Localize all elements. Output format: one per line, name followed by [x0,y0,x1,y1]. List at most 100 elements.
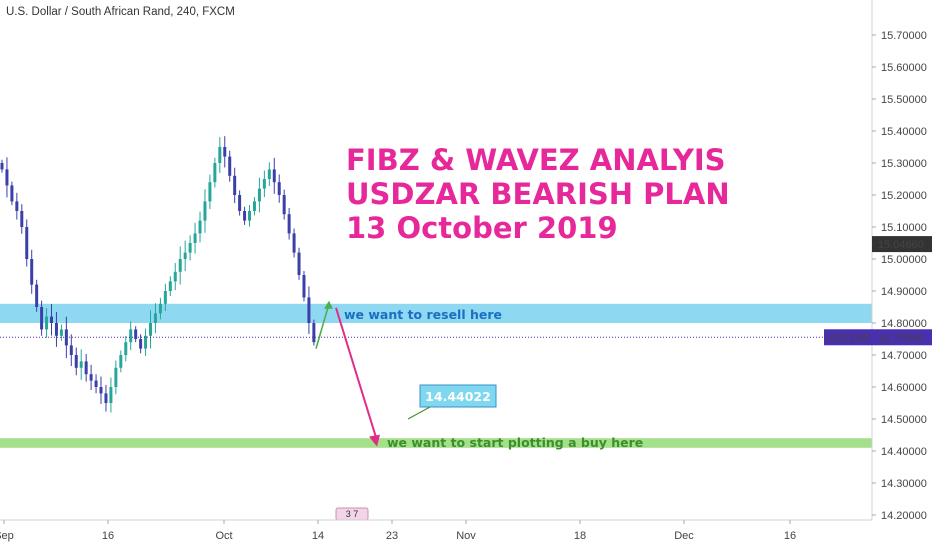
candle-body[interactable] [59,329,63,336]
candle-body[interactable] [262,179,266,189]
candle-body[interactable] [257,188,261,202]
candle-body[interactable] [114,367,118,387]
candle-body[interactable] [15,201,19,211]
candle-body[interactable] [134,329,138,339]
candle-body[interactable] [5,169,9,186]
candle-body[interactable] [243,211,247,221]
candle-body[interactable] [153,313,157,323]
candle-body[interactable] [158,303,162,314]
candle-body[interactable] [54,323,58,336]
price-tick-label: 14.50000 [881,414,927,426]
analysis-title-line: FIBZ & WAVEZ ANALYIS [346,143,726,177]
price-tick-label: 14.80000 [881,318,927,330]
candle-body[interactable] [109,387,113,403]
candle-body[interactable] [302,275,306,298]
price-tick-label: 15.60000 [881,62,927,74]
price-scale[interactable]: 15.70000 15.60000 15.50000 15.40000 15.30000… [824,0,932,522]
price-tick-label: 15.20000 [881,190,927,202]
time-scale[interactable]: Sep 16 Oct 14 23 Nov 18 Dec 16 [0,519,872,542]
time-tick-label: Sep [0,530,14,542]
candle-body[interactable] [198,220,202,234]
candle-body[interactable] [89,374,93,381]
candle-body[interactable] [248,211,252,221]
candle-body[interactable] [99,387,103,394]
candle-body[interactable] [178,259,182,272]
candle-body[interactable] [218,147,222,163]
last-price-label: 14.75540 [878,332,924,344]
candle-body[interactable] [10,185,14,202]
candle-body[interactable] [119,355,123,368]
arrow-down-head [369,434,380,447]
candle-body[interactable] [188,243,192,253]
arrow-up-head [324,300,333,309]
candle-body[interactable] [144,335,148,349]
candle-body[interactable] [40,307,44,330]
candle-body[interactable] [287,214,291,234]
price-tick-label: 15.00000 [881,254,927,266]
projection-down-line [335,307,378,441]
candle-body[interactable] [203,201,207,221]
candle-body[interactable] [35,284,39,307]
candle-body[interactable] [25,227,29,259]
time-tick-label: Nov [456,530,476,542]
candle-body[interactable] [0,163,4,170]
price-tick-label: 14.40000 [881,446,927,458]
candle-body[interactable] [20,211,24,227]
event-badge-label: 3 7 [346,509,359,519]
time-tick-label: 16 [784,530,796,542]
last-price-tag[interactable] [872,329,932,346]
candle-body[interactable] [74,355,78,368]
candle-body[interactable] [307,297,311,323]
price-tick-label: 15.30000 [881,158,927,170]
candle-body[interactable] [84,361,88,375]
candle-body[interactable] [129,329,133,343]
candle-body[interactable] [173,271,177,282]
candle-body[interactable] [223,147,227,157]
price-tick-label: 14.90000 [881,286,927,298]
candle-body[interactable] [50,316,54,323]
candle-body[interactable] [282,195,286,215]
candle-body[interactable] [163,291,167,304]
candle-body[interactable] [168,281,172,291]
candle-body[interactable] [297,252,301,275]
candle-body[interactable] [208,182,212,202]
candle-body[interactable] [228,156,232,176]
candle-body[interactable] [213,163,217,183]
analysis-title-line: USDZAR BEARISH PLAN [346,177,730,211]
candle-body[interactable] [94,380,98,387]
target-price-box[interactable] [419,384,497,408]
projection-up-line [315,303,330,349]
candle-body[interactable] [252,201,256,211]
candle-body[interactable] [30,259,34,285]
candle-body[interactable] [79,361,83,368]
candle-body[interactable] [277,182,281,195]
candle-body[interactable] [69,345,73,355]
candle-body[interactable] [238,195,242,211]
candle-body[interactable] [312,323,316,343]
marker-price-tag[interactable] [872,236,932,253]
symbol-tag-label: USDZAR [825,332,870,344]
target-price-label: 14.44022 [425,389,491,404]
candle-body[interactable] [139,339,143,349]
price-tick-label: 14.30000 [881,478,927,490]
symbol-tag[interactable] [824,329,872,346]
candle-body[interactable] [193,233,197,243]
candle-body[interactable] [45,316,49,330]
candle-body[interactable] [267,169,271,179]
time-tick-label: 14 [312,530,324,542]
candle-body[interactable] [104,393,108,403]
time-tick-label: 18 [574,530,586,542]
price-tick-label: 14.20000 [881,510,927,522]
candles[interactable] [0,136,316,413]
candle-body[interactable] [292,233,296,253]
candle-body[interactable] [149,323,153,336]
candle-body[interactable] [124,342,128,355]
price-tick-label: 15.50000 [881,94,927,106]
price-tick-label: 15.40000 [881,126,927,138]
candle-body[interactable] [183,252,187,259]
time-tick-label: 16 [102,530,114,542]
candle-body[interactable] [233,175,237,195]
candle-body[interactable] [272,169,276,183]
